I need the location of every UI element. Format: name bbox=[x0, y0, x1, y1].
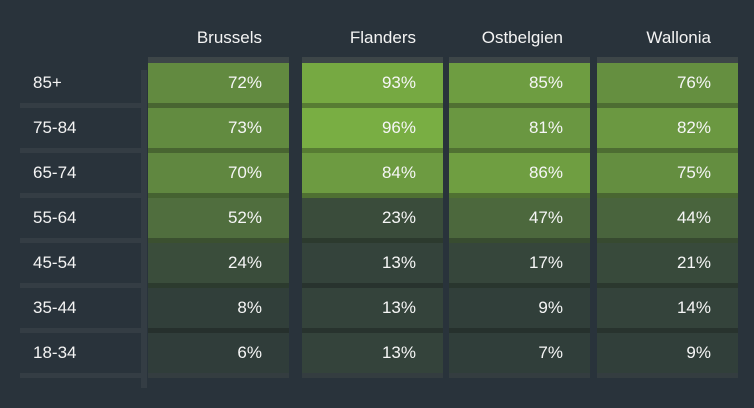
heatmap-cell: 82% bbox=[597, 108, 738, 148]
cell-separator bbox=[597, 373, 738, 378]
cell-separator bbox=[302, 148, 443, 153]
cell-separator bbox=[148, 238, 289, 243]
heatmap-cell: 13% bbox=[302, 243, 443, 283]
row-label: 18-34 bbox=[33, 343, 77, 362]
heatmap-cell: 84% bbox=[302, 153, 443, 193]
row-separator bbox=[20, 328, 143, 333]
column-top-border bbox=[597, 57, 738, 63]
heatmap-cell: 6% bbox=[148, 333, 289, 373]
heatmap-cell: 13% bbox=[302, 288, 443, 328]
column-top-border bbox=[148, 57, 289, 63]
column-top-border bbox=[302, 57, 443, 63]
heatmap-cell: 14% bbox=[597, 288, 738, 328]
column-header-wallonia: Wallonia bbox=[646, 28, 711, 47]
heatmap-cell: 93% bbox=[302, 63, 443, 103]
cell-separator bbox=[148, 193, 289, 198]
heatmap-cell: 24% bbox=[148, 243, 289, 283]
column-header-brussels: Brussels bbox=[196, 28, 262, 47]
heatmap-cell: 17% bbox=[449, 243, 590, 283]
row-label: 45-54 bbox=[33, 253, 77, 272]
heatmap-cell: 9% bbox=[449, 288, 590, 328]
row-separator bbox=[20, 373, 143, 378]
cell-separator bbox=[148, 373, 289, 378]
cell-separator bbox=[148, 103, 289, 108]
cell-separator bbox=[597, 238, 738, 243]
heatmap-cell: 96% bbox=[302, 108, 443, 148]
cell-separator bbox=[449, 103, 590, 108]
heatmap-cell: 13% bbox=[302, 333, 443, 373]
row-label: 65-74 bbox=[33, 163, 77, 182]
cell-separator bbox=[449, 283, 590, 288]
cell-separator bbox=[597, 193, 738, 198]
cell-separator bbox=[302, 283, 443, 288]
cell-separator bbox=[148, 283, 289, 288]
heatmap-cell: 21% bbox=[597, 243, 738, 283]
cell-separator bbox=[148, 148, 289, 153]
row-label: 85+ bbox=[33, 73, 62, 92]
heatmap-cell: 76% bbox=[597, 63, 738, 103]
column-header-ostbelgien: Ostbelgien bbox=[481, 28, 563, 47]
column-header-flanders: Flanders bbox=[349, 28, 416, 47]
cell-separator bbox=[449, 193, 590, 198]
row-separator bbox=[20, 148, 143, 153]
column-wallonia: 76% 82% 75% 44% 21% 14% 9% bbox=[597, 57, 738, 378]
cell-separator bbox=[449, 238, 590, 243]
heatmap-cell: 73% bbox=[148, 108, 289, 148]
row-label: 55-64 bbox=[33, 208, 77, 227]
heatmap-cell: 44% bbox=[597, 198, 738, 238]
heatmap-cell: 47% bbox=[449, 198, 590, 238]
heatmap-cell: 72% bbox=[148, 63, 289, 103]
row-label: 75-84 bbox=[33, 118, 77, 137]
cell-separator bbox=[302, 238, 443, 243]
cell-separator bbox=[597, 103, 738, 108]
column-brussels: 72% 73% 70% 52% 24% 8% 6% bbox=[148, 57, 289, 378]
heatmap-cell: 86% bbox=[449, 153, 590, 193]
row-separator bbox=[20, 238, 143, 243]
heatmap-cell: 81% bbox=[449, 108, 590, 148]
heatmap-cell: 85% bbox=[449, 63, 590, 103]
cell-separator bbox=[449, 328, 590, 333]
row-separator bbox=[20, 283, 143, 288]
heatmap-cell: 8% bbox=[148, 288, 289, 328]
cell-separator bbox=[148, 328, 289, 333]
row-separator bbox=[20, 103, 143, 108]
row-separator bbox=[20, 193, 143, 198]
heatmap-cell: 23% bbox=[302, 198, 443, 238]
cell-separator bbox=[302, 193, 443, 198]
cell-separator bbox=[597, 148, 738, 153]
column-ostbelgien: 85% 81% 86% 47% 17% 9% 7% bbox=[449, 57, 590, 378]
heatmap-cell: 70% bbox=[148, 153, 289, 193]
cell-separator bbox=[449, 148, 590, 153]
cell-separator bbox=[302, 373, 443, 378]
cell-separator bbox=[302, 328, 443, 333]
column-top-border bbox=[449, 57, 590, 63]
heatmap-cell: 9% bbox=[597, 333, 738, 373]
heatmap-cell: 7% bbox=[449, 333, 590, 373]
cell-separator bbox=[449, 373, 590, 378]
heatmap-cell: 52% bbox=[148, 198, 289, 238]
cell-separator bbox=[597, 283, 738, 288]
cell-separator bbox=[597, 328, 738, 333]
row-label: 35-44 bbox=[33, 298, 77, 317]
row-label-divider bbox=[141, 70, 147, 388]
cell-separator bbox=[302, 103, 443, 108]
column-flanders: 93% 96% 84% 23% 13% 13% 13% bbox=[302, 57, 443, 378]
heatmap-cell: 75% bbox=[597, 153, 738, 193]
